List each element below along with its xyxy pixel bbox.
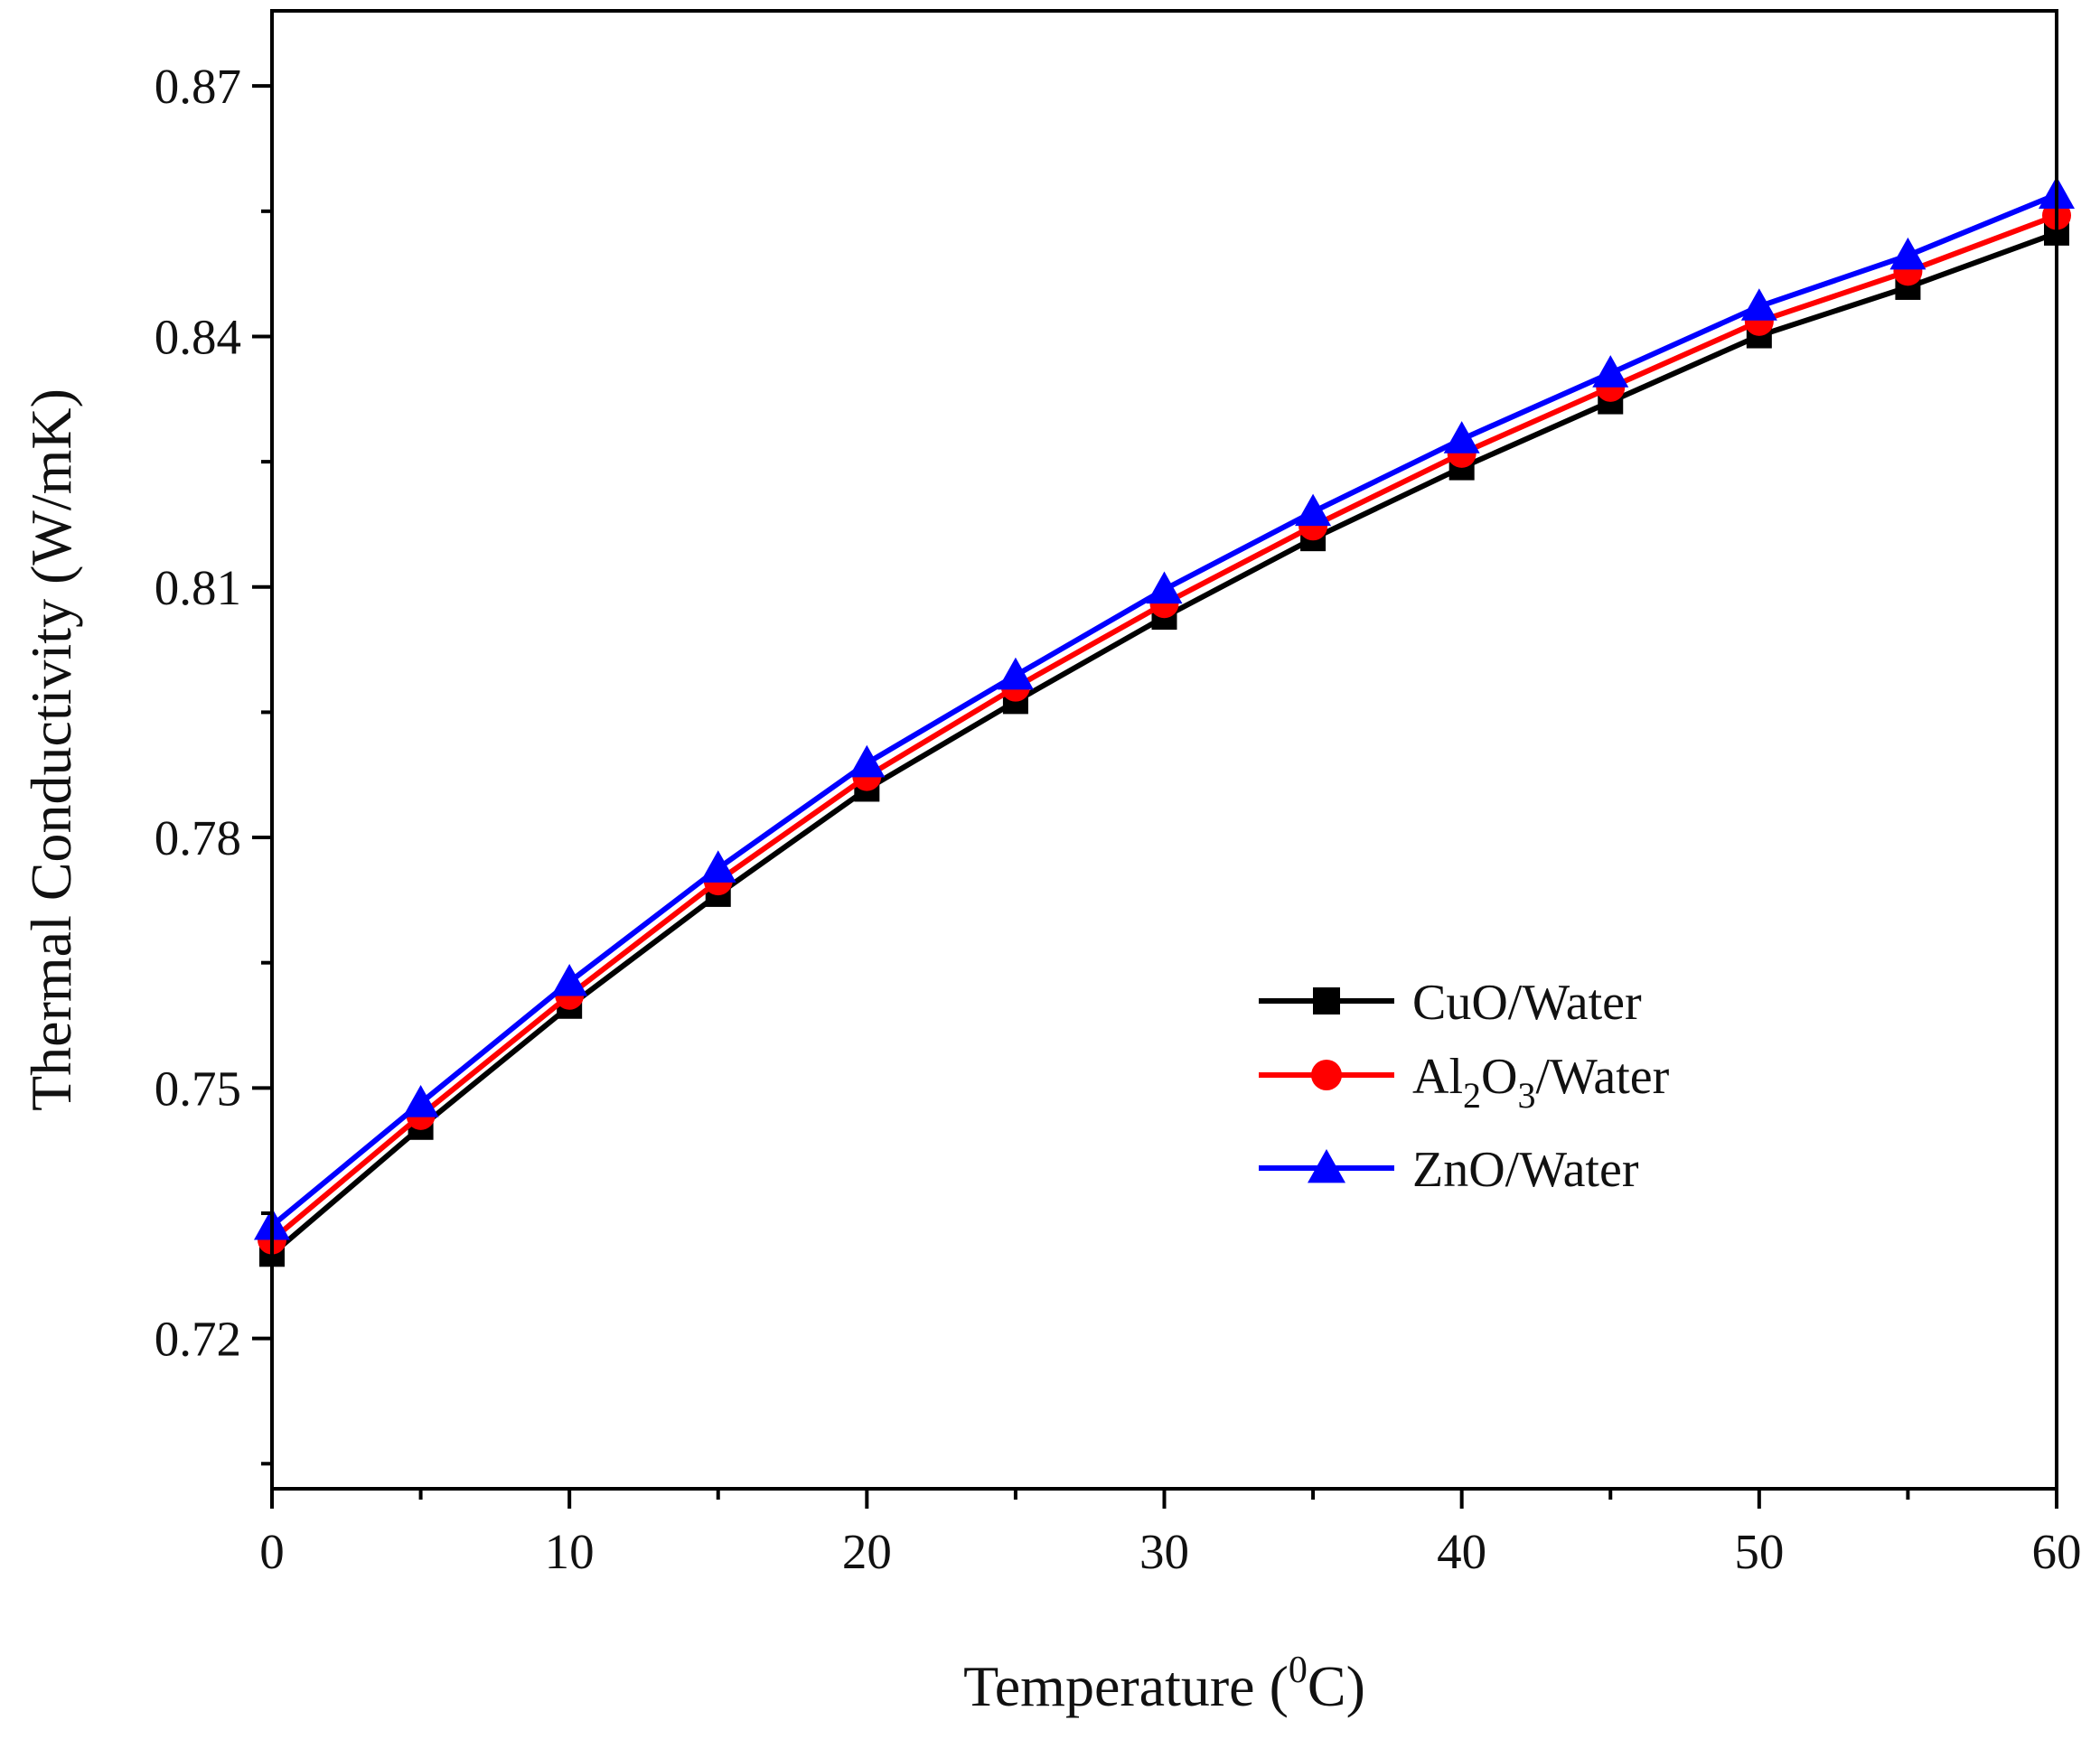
data-point-zno-water	[699, 850, 736, 883]
x-axis-title-superscript: 0	[1289, 1650, 1308, 1691]
y-axis-title: Thermal Conductivity (W/mK)	[19, 388, 83, 1111]
data-point-zno-water	[1889, 237, 1927, 270]
series-line-al2o3-water	[270, 212, 2058, 1242]
x-axis-title-unit: C)	[1308, 1654, 1365, 1718]
data-point-zno-water	[1295, 493, 1332, 527]
plot-marks	[254, 176, 2075, 1267]
legend: CuO/Water Al2O3/Water ZnO/Water	[1259, 975, 1670, 1198]
y-tick-label: 0.78	[155, 810, 241, 865]
x-tick-label: 50	[1734, 1524, 1784, 1579]
data-point-zno-water	[402, 1084, 439, 1117]
data-point-zno-water	[997, 657, 1034, 690]
series-zno-water	[254, 176, 2075, 1240]
y-tick-label: 0.87	[155, 59, 241, 114]
x-tick-label: 60	[2032, 1524, 2082, 1579]
legend-swatch-marker	[1311, 1060, 1342, 1090]
y-tick-label: 0.75	[155, 1061, 241, 1116]
legend-label: ZnO/Water	[1412, 1142, 1639, 1198]
y-axis: 0.72 0.75 0.78 0.81 0.84 0.87	[155, 59, 272, 1466]
data-point-zno-water	[1146, 571, 1183, 604]
legend-swatch-marker	[1308, 1149, 1345, 1183]
series-line-cuo-water	[270, 230, 2058, 1257]
legend-label: CuO/Water	[1412, 975, 1642, 1031]
data-point-zno-water	[1740, 288, 1777, 321]
y-tick-label: 0.84	[155, 309, 241, 364]
plot-frame	[270, 9, 2058, 1491]
legend-item-cuo-water: CuO/Water	[1259, 975, 1642, 1031]
y-tick-label: 0.81	[155, 560, 241, 615]
series-al2o3-water	[258, 201, 2071, 1255]
data-point-zno-water	[1443, 421, 1480, 453]
data-point-zno-water	[1592, 355, 1629, 388]
legend-item-al2o3-water: Al2O3/Water	[1259, 1049, 1670, 1116]
data-point-zno-water	[848, 744, 886, 778]
legend-swatch-marker	[1313, 987, 1340, 1014]
y-tick-label: 0.72	[155, 1312, 241, 1367]
x-axis: 0 10 20 30 40 50 60	[259, 1489, 2082, 1579]
x-tick-label: 0	[259, 1524, 285, 1579]
x-tick-label: 20	[842, 1524, 892, 1579]
legend-item-zno-water: ZnO/Water	[1259, 1142, 1639, 1198]
x-axis-title-main: Temperature (	[963, 1654, 1289, 1718]
series-line-zno-water	[270, 192, 2058, 1229]
legend-label: Al2O3/Water	[1412, 1049, 1670, 1116]
data-point-zno-water	[551, 963, 588, 996]
x-tick-label: 30	[1139, 1524, 1189, 1579]
x-tick-label: 40	[1437, 1524, 1486, 1579]
x-axis-title: Temperature (0C)	[963, 1650, 1365, 1718]
series-cuo-water	[259, 220, 2069, 1267]
x-tick-label: 10	[545, 1524, 595, 1579]
